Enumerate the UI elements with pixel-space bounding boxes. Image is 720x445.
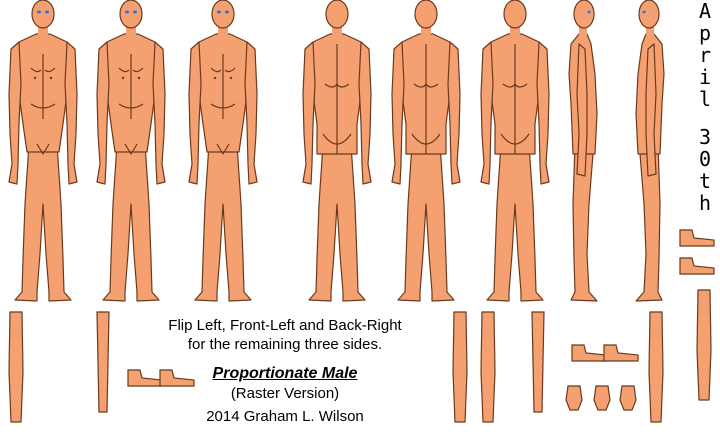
figure-back — [302, 0, 372, 302]
arm-piece-2 — [531, 311, 545, 413]
leg-piece-1 — [8, 311, 24, 423]
foot-piece-3 — [571, 344, 607, 362]
side-char: r — [698, 43, 712, 67]
hand-piece-2 — [593, 385, 611, 411]
instructions-line-1: Flip Left, Front-Left and Back-Right — [168, 317, 402, 334]
figure-front — [8, 0, 78, 302]
hand-piece-3 — [619, 385, 637, 411]
side-date-label: A p r i l 3 0 t h — [691, 0, 719, 214]
foot-piece-6 — [679, 257, 715, 275]
figure-front-left — [96, 0, 166, 302]
sheet-title: Proportionate Male — [212, 365, 358, 382]
side-char: 0 — [698, 147, 712, 171]
side-char — [691, 110, 719, 126]
side-char: h — [698, 191, 712, 215]
figure-back-left — [391, 0, 461, 302]
foot-piece-5 — [679, 229, 715, 247]
leg-piece-4 — [648, 311, 664, 423]
arm-piece-1 — [96, 311, 110, 413]
figure-side-left — [635, 0, 665, 302]
foot-piece-4 — [603, 344, 639, 362]
leg-piece-5 — [696, 289, 712, 401]
leg-piece-3 — [480, 311, 496, 423]
side-char: l — [698, 87, 712, 111]
caption-block: Flip Left, Front-Left and Back-Right for… — [140, 316, 430, 427]
author-credit: 2014 Graham L. Wilson — [206, 408, 364, 425]
side-char: t — [698, 169, 712, 193]
figure-back-right — [480, 0, 550, 302]
figure-side-right — [568, 0, 598, 302]
figure-front-right — [188, 0, 258, 302]
side-char: 3 — [698, 125, 712, 149]
side-char: i — [698, 65, 712, 89]
side-char: p — [698, 21, 712, 45]
instructions-line-2: for the remaining three sides. — [187, 336, 383, 353]
leg-piece-2 — [452, 311, 468, 423]
hand-piece-1 — [565, 385, 583, 411]
side-char: A — [698, 0, 712, 23]
sheet-subtitle: (Raster Version) — [230, 385, 340, 402]
